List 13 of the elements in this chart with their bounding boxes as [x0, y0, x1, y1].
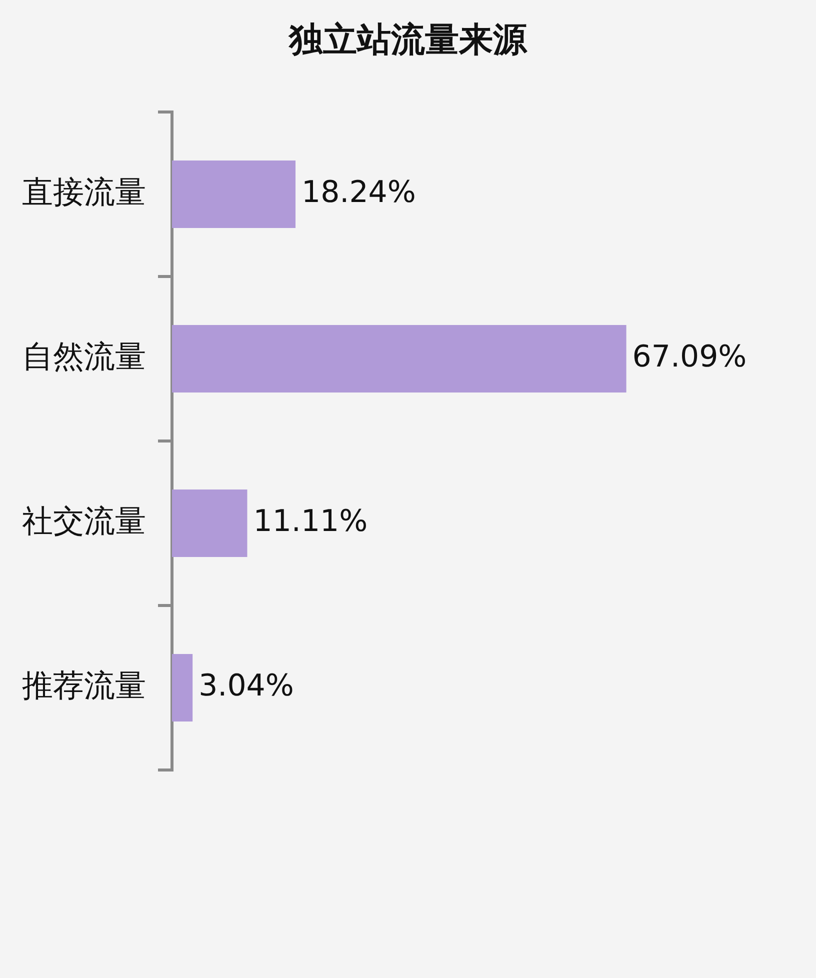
y-tick-label: 社交流量 [22, 503, 146, 540]
bar [172, 160, 296, 228]
data-label: 18.24% [302, 175, 416, 210]
bar [172, 325, 626, 392]
bar [172, 490, 248, 557]
data-label: 67.09% [632, 340, 747, 375]
y-tick-label: 直接流量 [22, 174, 146, 210]
y-tick-label: 推荐流量 [22, 668, 146, 704]
data-label: 3.04% [198, 668, 294, 704]
bar [172, 654, 193, 722]
y-tick-label: 自然流量 [22, 338, 146, 375]
chart-title: 独立站流量来源 [287, 19, 528, 62]
data-label: 11.11% [253, 504, 368, 540]
